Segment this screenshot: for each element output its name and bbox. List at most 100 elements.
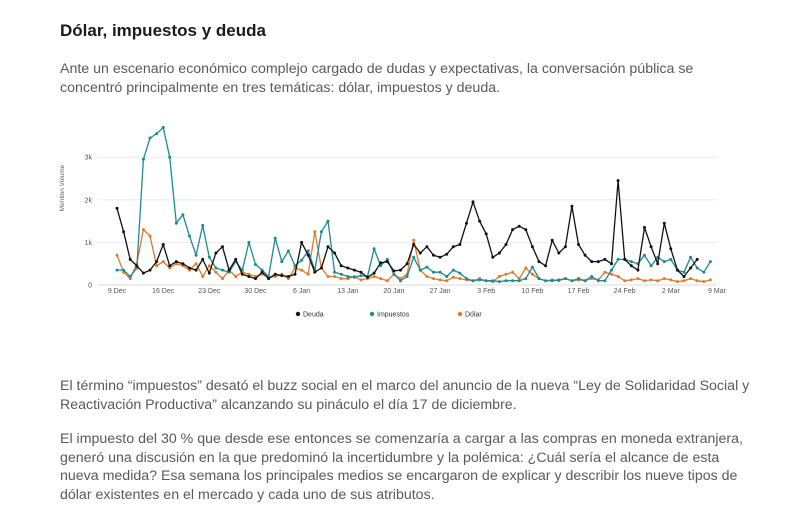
intro-paragraph: Ante un escenario económico complejo car… — [60, 61, 694, 96]
x-tick-label: 23 Dec — [198, 288, 221, 295]
data-point — [425, 245, 429, 249]
article-title: Dólar, impuestos y deuda — [60, 21, 266, 40]
data-point — [286, 249, 290, 253]
data-point — [451, 268, 455, 272]
data-point — [240, 268, 244, 272]
data-point — [221, 245, 224, 249]
data-point — [168, 155, 172, 159]
x-tick-label: 9 Dec — [108, 288, 127, 295]
legend-item[interactable]: Impuestos — [369, 312, 410, 319]
data-point — [168, 264, 172, 268]
data-point — [504, 243, 508, 246]
data-point — [346, 266, 350, 270]
data-point — [629, 260, 633, 264]
data-point — [682, 279, 686, 283]
data-point — [465, 277, 468, 281]
data-point — [583, 279, 587, 283]
data-point — [207, 255, 211, 259]
chart-legend: Deuda Impuestos Dólar — [295, 312, 483, 319]
data-point — [412, 238, 416, 242]
legend-item[interactable]: Deuda — [295, 312, 324, 319]
data-point — [207, 271, 211, 275]
data-point — [662, 277, 666, 281]
chart-grid — [98, 156, 717, 286]
data-point — [194, 253, 198, 257]
data-point — [643, 253, 646, 257]
data-point — [438, 255, 442, 259]
legend-label: Dólar — [465, 312, 482, 319]
data-point — [300, 258, 304, 262]
x-tick-label: 16 Dec — [152, 288, 175, 295]
data-point — [656, 279, 660, 283]
data-point — [610, 262, 613, 266]
data-point — [366, 275, 369, 279]
data-point — [339, 264, 343, 268]
data-point — [517, 277, 521, 281]
data-point — [695, 279, 699, 283]
data-point — [649, 278, 653, 282]
data-point — [425, 265, 429, 269]
data-point — [524, 277, 528, 281]
data-point — [201, 275, 205, 278]
data-point — [352, 275, 356, 279]
data-point — [313, 270, 317, 274]
data-point — [577, 277, 580, 281]
data-point — [188, 266, 191, 270]
data-point — [115, 253, 119, 257]
data-point — [643, 279, 646, 283]
data-point — [458, 271, 462, 275]
x-tick-label: 13 Jan — [337, 288, 358, 295]
data-point — [570, 279, 574, 283]
data-point — [148, 268, 152, 272]
data-point — [286, 275, 290, 278]
x-axis: 9 Dec 16 Dec 23 Dec 30 Dec 6 Jan 13 Jan 20 Jan… — [108, 288, 727, 295]
data-point — [590, 277, 594, 281]
data-point — [504, 279, 508, 283]
data-point — [254, 263, 257, 266]
data-point — [221, 277, 224, 281]
data-point — [326, 245, 330, 249]
data-point — [583, 253, 587, 257]
data-point — [616, 179, 620, 183]
data-point — [280, 260, 284, 264]
data-point — [465, 221, 468, 225]
data-point — [247, 272, 251, 276]
data-point — [319, 266, 323, 270]
legend-item[interactable]: Dólar — [457, 312, 483, 319]
data-point — [181, 262, 185, 266]
data-point — [695, 266, 699, 270]
data-point — [346, 275, 350, 278]
data-point — [629, 278, 633, 282]
data-point — [484, 279, 488, 283]
data-point — [194, 268, 198, 272]
data-point — [379, 261, 383, 265]
data-point — [517, 279, 521, 283]
data-point — [478, 278, 482, 282]
data-point — [623, 257, 627, 261]
data-point — [214, 270, 218, 274]
x-tick-label: 3 Feb — [477, 288, 495, 295]
data-point — [537, 277, 541, 281]
data-point — [405, 275, 409, 278]
x-tick-label: 17 Feb — [568, 288, 590, 295]
data-point — [550, 279, 554, 283]
data-point — [445, 275, 449, 278]
data-point — [708, 278, 712, 282]
data-point — [161, 243, 165, 246]
data-point — [603, 257, 607, 261]
data-point — [188, 234, 191, 238]
data-point — [201, 223, 205, 227]
data-point — [161, 125, 165, 129]
data-point — [610, 272, 613, 276]
data-point — [260, 270, 264, 274]
data-point — [497, 251, 501, 255]
data-point — [636, 268, 640, 272]
data-point — [399, 268, 402, 272]
data-point — [392, 272, 396, 276]
data-point — [497, 275, 501, 278]
data-point — [379, 277, 383, 281]
x-tick-label: 27 Jan — [430, 288, 451, 295]
data-point — [689, 277, 693, 281]
data-point — [471, 200, 475, 204]
